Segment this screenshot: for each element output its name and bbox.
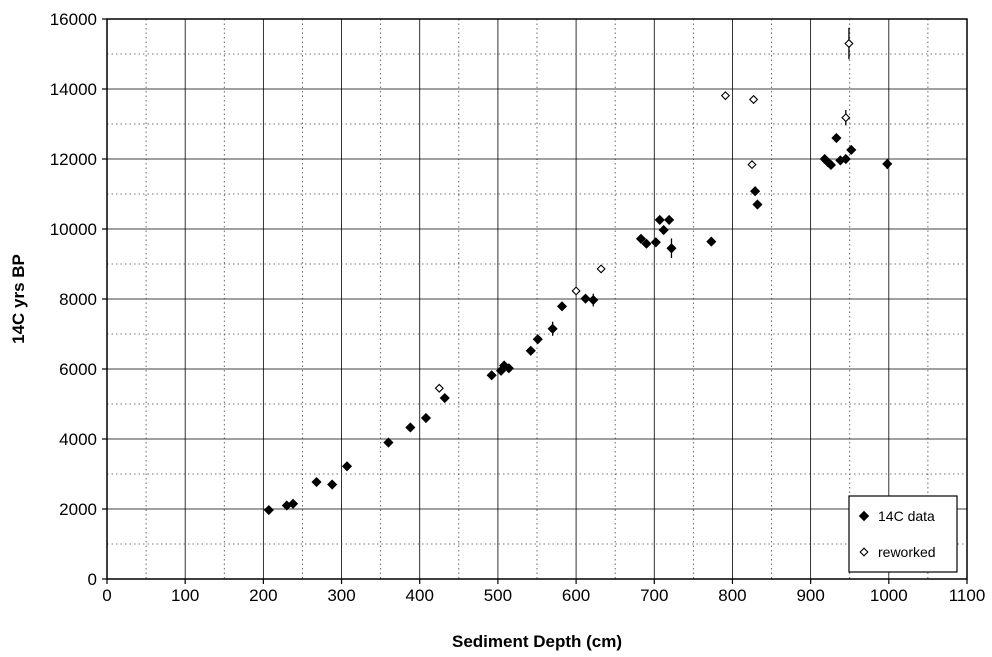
point-reworked	[720, 91, 730, 101]
point-14c-data	[547, 323, 558, 334]
point-14c-data	[420, 412, 432, 424]
point-14c-data	[658, 224, 669, 236]
point-14c-data	[288, 498, 299, 509]
point-14c-data	[882, 158, 893, 169]
y-tick-label: 10000	[50, 220, 97, 239]
point-14c-data	[825, 159, 837, 171]
x-tick-label: 0	[102, 586, 111, 605]
point-14c-data	[327, 479, 338, 490]
axes	[102, 18, 968, 584]
point-reworked	[434, 383, 444, 393]
point-14c-data	[588, 294, 599, 306]
x-tick-label: 600	[562, 586, 590, 605]
point-14c-data	[532, 334, 543, 345]
x-tick-label: 400	[406, 586, 434, 605]
legend-box	[848, 495, 958, 573]
legend-marker-reworked	[859, 547, 869, 557]
x-axis-title: Sediment Depth (cm)	[452, 632, 622, 651]
x-tick-label: 200	[249, 586, 277, 605]
point-14c-data	[752, 199, 763, 210]
point-14c-data	[439, 392, 450, 404]
point-reworked	[748, 94, 759, 105]
x-tick-label: 500	[484, 586, 512, 605]
point-reworked	[844, 38, 854, 49]
x-tick-label: 700	[640, 586, 668, 605]
point-reworked	[841, 113, 851, 123]
point-14c-data	[503, 363, 514, 374]
point-14c-data	[556, 301, 568, 312]
point-14c-data	[666, 243, 677, 254]
y-tick-label: 2000	[59, 500, 97, 519]
point-14c-data	[831, 132, 842, 144]
point-14c-data	[846, 144, 857, 155]
legend-label-14c-data: 14C data	[878, 508, 935, 524]
x-tick-label: 900	[796, 586, 824, 605]
point-reworked	[747, 160, 757, 170]
legend-marker-14c-data	[858, 510, 870, 522]
point-14c-data	[635, 233, 647, 244]
y-tick-label: 8000	[59, 290, 97, 309]
point-14c-data	[486, 370, 497, 381]
point-14c-data	[654, 214, 665, 225]
x-tick-label: 100	[171, 586, 199, 605]
x-tick-label: 1000	[870, 586, 908, 605]
y-axis-title: 14C yrs BP	[9, 254, 28, 344]
point-14c-data	[405, 422, 416, 433]
y-tick-label: 4000	[59, 430, 97, 449]
point-reworked	[596, 264, 606, 274]
point-14c-data	[641, 238, 652, 249]
x-tick-label: 800	[718, 586, 746, 605]
point-14c-data	[499, 360, 510, 371]
point-14c-data	[750, 186, 761, 197]
grid	[107, 19, 967, 579]
legend: 14C data reworked	[848, 495, 958, 573]
point-14c-data	[664, 214, 675, 225]
y-tick-label: 0	[88, 570, 97, 589]
y-tick-label: 12000	[50, 150, 97, 169]
legend-label-reworked: reworked	[878, 544, 936, 560]
tick-labels: 0 100 200 300 400 500 600 700 800 900 1000 1100 0 200…	[50, 10, 986, 605]
point-14c-data	[840, 153, 851, 165]
y-tick-label: 14000	[50, 80, 97, 99]
y-tick-label: 16000	[50, 10, 97, 29]
point-14c-data	[580, 293, 591, 304]
point-14c-data	[383, 437, 394, 448]
point-14c-data	[525, 345, 536, 356]
point-14c-data	[706, 236, 717, 247]
x-tick-label: 1100	[949, 586, 986, 605]
point-14c-data	[311, 476, 322, 488]
point-14c-data	[650, 237, 661, 248]
point-14c-data	[263, 504, 274, 516]
y-tick-label: 6000	[59, 360, 97, 379]
point-14c-data	[341, 461, 353, 472]
point-reworked	[571, 286, 581, 296]
data-points	[263, 27, 893, 516]
x-tick-label: 300	[327, 586, 355, 605]
